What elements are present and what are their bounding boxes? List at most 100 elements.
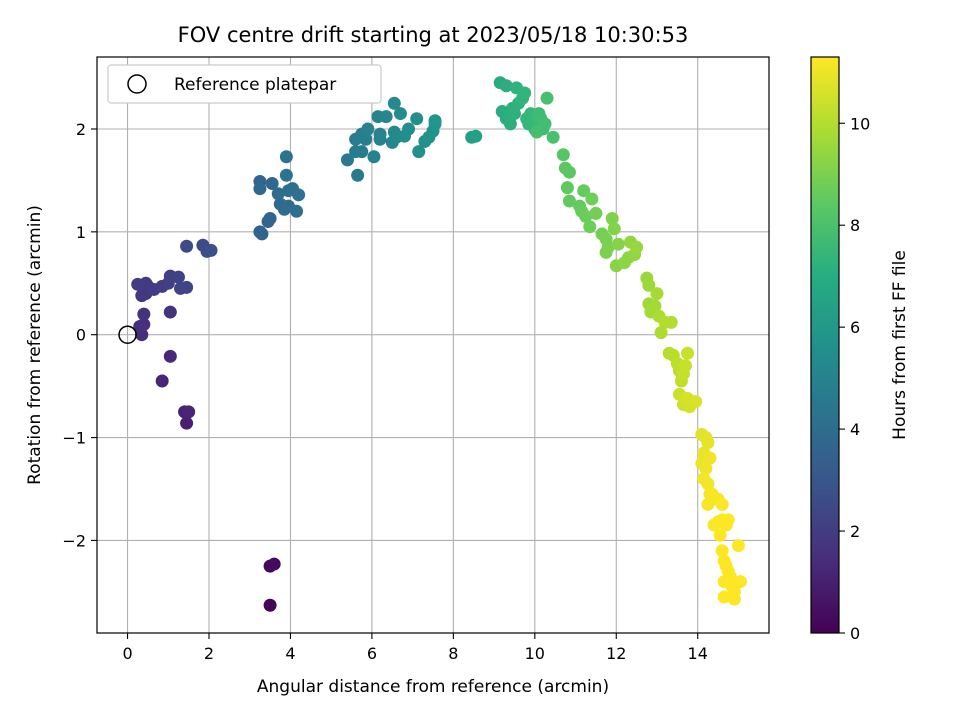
data-point xyxy=(255,227,269,241)
data-point xyxy=(507,107,521,121)
colorbar-label: Hours from first FF file xyxy=(890,250,910,440)
legend-box xyxy=(107,64,382,104)
x-axis-ticks: 0 2 4 6 8 10 12 14 xyxy=(122,633,708,663)
y-tick-label: −1 xyxy=(62,429,86,448)
data-point xyxy=(131,277,145,291)
colorbar-gradient xyxy=(810,56,840,634)
colorbar-tick-label: 2 xyxy=(850,522,860,541)
data-point xyxy=(721,513,735,527)
legend-entry-reference: Reference platepar xyxy=(174,75,336,95)
data-point xyxy=(723,569,737,583)
data-point xyxy=(585,192,599,206)
reference-platepar-marker xyxy=(118,325,137,344)
data-point xyxy=(681,346,695,360)
data-point xyxy=(546,130,560,144)
data-points xyxy=(131,76,747,612)
legend: Reference platepar xyxy=(107,64,382,104)
y-axis-label: Rotation from reference (arcmin) xyxy=(25,205,45,485)
data-point xyxy=(518,86,532,100)
data-point xyxy=(379,110,393,124)
x-tick-label: 10 xyxy=(525,644,545,663)
data-point xyxy=(717,590,731,604)
y-axis-ticks: −2 −1 0 1 2 xyxy=(62,120,97,550)
x-tick-label: 6 xyxy=(367,644,377,663)
data-point xyxy=(556,148,570,162)
data-point xyxy=(679,359,693,373)
data-point xyxy=(279,150,293,164)
chart-title: FOV centre drift starting at 2023/05/18 … xyxy=(178,23,689,47)
legend-marker xyxy=(127,74,147,94)
data-point xyxy=(664,315,678,329)
colorbar-tick-label: 8 xyxy=(850,216,860,235)
data-point xyxy=(562,165,576,179)
colorbar: 0 2 4 6 8 10 Hours from first FF file xyxy=(810,56,910,643)
colorbar-tick-label: 6 xyxy=(850,318,860,337)
data-point xyxy=(648,299,662,313)
data-point xyxy=(654,326,668,340)
data-point xyxy=(540,91,554,105)
data-point xyxy=(271,187,285,201)
data-point xyxy=(715,497,729,511)
data-point xyxy=(731,539,745,553)
x-tick-label: 0 xyxy=(122,644,132,663)
data-point xyxy=(530,125,544,139)
colorbar-tick-label: 10 xyxy=(850,114,870,133)
data-point xyxy=(373,127,387,141)
data-point xyxy=(577,184,591,198)
data-point xyxy=(137,307,151,321)
data-point xyxy=(701,477,715,491)
data-point xyxy=(279,168,293,182)
data-point xyxy=(562,194,576,208)
data-point xyxy=(579,209,593,223)
data-point xyxy=(701,436,715,450)
y-tick-label: 1 xyxy=(76,223,86,242)
data-point xyxy=(410,112,424,126)
colorbar-tick-label: 4 xyxy=(850,420,860,439)
data-point xyxy=(163,349,177,363)
y-tick-label: 0 xyxy=(76,326,86,345)
data-point xyxy=(253,182,267,196)
data-point xyxy=(340,153,354,167)
x-tick-label: 12 xyxy=(606,644,626,663)
data-point xyxy=(560,181,574,195)
data-point xyxy=(650,287,664,301)
x-tick-label: 2 xyxy=(204,644,214,663)
data-point xyxy=(267,557,281,571)
data-point xyxy=(180,239,194,253)
data-point xyxy=(428,114,442,128)
data-point xyxy=(538,117,552,131)
data-point xyxy=(292,188,306,202)
data-point xyxy=(599,245,613,259)
data-point xyxy=(503,117,517,131)
data-point xyxy=(182,405,196,419)
data-point xyxy=(607,222,621,236)
grid xyxy=(97,57,769,633)
x-tick-label: 4 xyxy=(285,644,295,663)
x-tick-label: 14 xyxy=(688,644,708,663)
data-point xyxy=(290,204,304,218)
data-point xyxy=(469,129,483,143)
data-point xyxy=(701,497,715,511)
data-point xyxy=(402,122,416,136)
data-point xyxy=(703,451,717,465)
data-point xyxy=(367,150,381,164)
data-point xyxy=(642,278,656,292)
y-tick-label: 2 xyxy=(76,120,86,139)
colorbar-tick-label: 0 xyxy=(850,624,860,643)
data-point xyxy=(355,145,369,159)
data-point xyxy=(715,544,729,558)
data-point xyxy=(393,107,407,121)
data-point xyxy=(180,416,194,430)
data-point xyxy=(713,528,727,542)
data-point xyxy=(727,592,741,606)
data-point xyxy=(605,211,619,225)
data-point xyxy=(351,168,365,182)
data-point xyxy=(589,206,603,220)
y-tick-label: −2 xyxy=(62,531,86,550)
data-point xyxy=(359,132,373,146)
data-point xyxy=(180,280,194,294)
data-point xyxy=(499,79,513,93)
x-tick-label: 8 xyxy=(448,644,458,663)
data-point xyxy=(699,461,713,475)
